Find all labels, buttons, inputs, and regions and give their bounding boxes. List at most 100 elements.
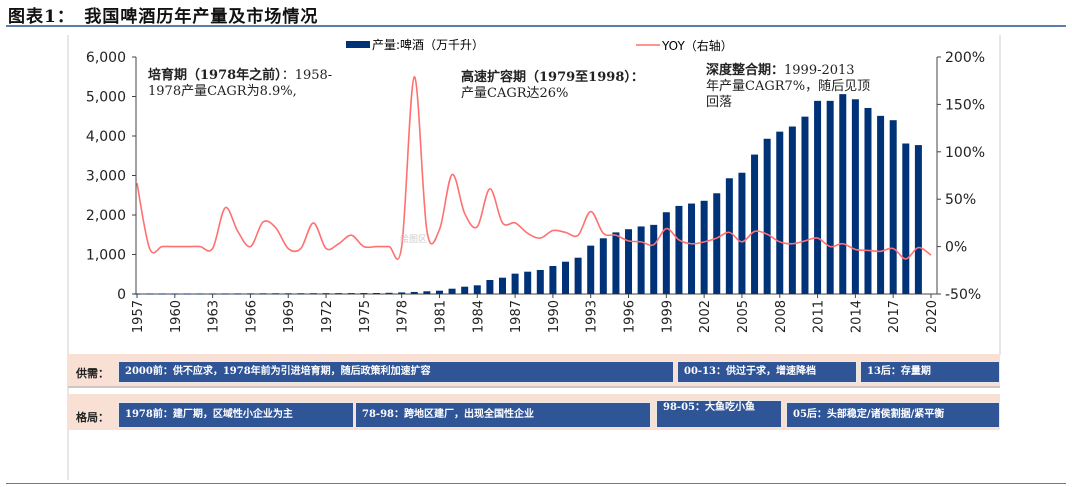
x-axis-tick-label: 1984 [471,300,486,333]
production-bar [486,280,494,294]
production-bar [612,232,620,294]
production-bar [650,224,658,294]
left-axis-tick-label: 5,000 [86,90,126,106]
right-axis-tick-label: 100% [945,145,985,161]
x-axis-tick-label: 2020 [925,300,940,333]
production-bar [738,172,746,294]
yoy-line [136,76,932,260]
production-bar [196,293,204,295]
production-bar [209,293,217,295]
production-bar [272,293,280,295]
production-bar [851,99,859,294]
x-axis-tick-label: 2002 [698,300,713,333]
production-bar [675,205,683,294]
annotation-consolidation-text2: 年产量CAGR7%，随后见顶 [706,79,871,94]
production-bar [234,293,242,295]
production-bar [536,269,544,294]
figure-title: 图表1： 我国啤酒历年产量及市场情况 [8,7,319,27]
annotation-consolidation-text1: 1999-2013 [784,63,855,78]
x-axis-tick-label: 2017 [887,300,902,333]
production-bar [322,293,330,295]
x-axis-tick-label: 1966 [244,300,259,333]
annotation-cultivation: 培育期（1978年之前）：1958- 1978产量CAGR为8.9%, [148,68,332,100]
supply-box-2000-2013: 00-13：供过于求，增速降档 [677,361,857,383]
annotation-expansion-text2: 产量CAGR达26% [461,86,569,101]
production-bar [360,293,368,295]
production-bar [788,126,796,295]
production-bar [473,285,481,294]
production-bar [725,178,733,294]
x-axis-tick-label: 1981 [433,300,448,333]
x-axis-tick-label: 1969 [282,300,297,333]
x-axis-tick-label: 1996 [623,300,638,333]
production-bar [335,293,343,295]
production-bar [751,154,759,294]
production-bar [662,212,670,294]
legend-bar-swatch [346,41,370,48]
production-bar [461,286,469,294]
left-axis-tick-label: 6,000 [86,50,126,66]
production-bar [347,293,355,295]
x-axis-tick-label: 2014 [849,300,864,333]
x-axis-tick-label: 1975 [358,300,373,333]
title-divider [6,25,1066,27]
production-bar [914,145,922,294]
x-axis-tick-label: 1963 [207,300,222,333]
production-bar [902,143,910,294]
production-bar [398,292,406,294]
production-bar [410,291,418,294]
plot-area-watermark: 绘图区 [400,233,427,245]
production-bar [171,293,179,295]
production-bar [221,293,229,295]
structure-box-pre-1978: 1978前：建厂期，区域性小企业为主 [118,402,354,428]
annotation-expansion-title: 高速扩容期（1979至1998）： [461,70,644,85]
production-bar [839,94,847,294]
production-bar [826,100,834,294]
production-bar [562,261,570,294]
production-bar [599,238,607,294]
annotation-cultivation-text2: 1978产量CAGR为8.9%, [148,84,297,99]
production-bar [776,131,784,294]
left-axis-tick-label: 0 [117,287,126,303]
production-bar [259,293,267,295]
structure-box-98-05: 98-05：大鱼吃小鱼 [656,400,782,428]
supply-box-post-2013: 13后：存量期 [860,361,1000,383]
production-bar [637,226,645,294]
legend-line-label: YOY（右轴） [661,38,733,53]
annotation-cultivation-text1: ：1958- [281,68,333,83]
production-bar [549,265,557,294]
production-bar [284,293,292,295]
right-axis-tick-label: 0% [945,240,967,256]
x-axis-tick-label: 2008 [774,300,789,333]
production-bar [498,277,506,294]
annotation-consolidation: 深度整合期：1999-2013 年产量CAGR7%，随后见顶 回落 [706,63,870,111]
production-bar [864,107,872,294]
x-axis-tick-label: 1990 [547,300,562,333]
annotation-consolidation-title: 深度整合期： [706,63,785,78]
right-axis-tick-label: 50% [945,192,976,208]
x-axis-tick-label: 1987 [509,300,524,333]
production-bar [246,293,254,295]
legend-bar-label: 产量:啤酒（万千升） [372,37,484,52]
right-axis-tick-label: 150% [945,97,985,113]
supply-demand-label: 供需： [76,367,109,380]
annotation-consolidation-text3: 回落 [706,95,733,110]
production-bar [183,293,191,295]
structure-box-post-2005: 05后：头部稳定/诸侯割据/紧平衡 [786,402,1000,428]
right-axis-tick-label: -50% [945,287,981,303]
left-axis-tick-label: 1,000 [86,248,126,264]
production-bar [372,293,380,295]
left-axis-tick-label: 3,000 [86,169,126,185]
annotation-expansion: 高速扩容期（1979至1998）： 产量CAGR达26% [461,70,644,102]
production-bar [297,293,305,295]
left-axis-tick-label: 2,000 [86,208,126,224]
production-bar [801,116,809,295]
production-bar [511,273,519,294]
x-axis-tick-label: 1999 [660,300,675,333]
annotation-cultivation-title: 培育期（1978年之前） [148,68,282,83]
production-bar [158,293,166,295]
bottom-divider [6,483,1066,484]
production-bar [133,293,141,295]
production-bar [700,200,708,294]
x-axis-tick-label: 1957 [131,300,146,333]
